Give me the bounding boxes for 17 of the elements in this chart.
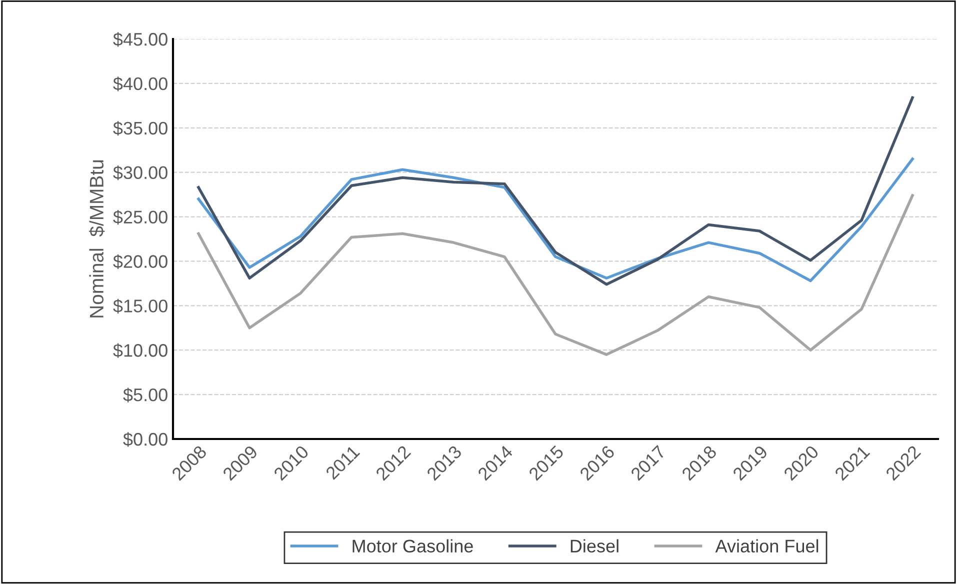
y-tick-label: $10.00: [113, 343, 168, 358]
y-axis-title: Nominal $/MMBtu: [88, 160, 105, 318]
line-series: [197, 194, 914, 356]
y-tick-label: $15.00: [113, 298, 168, 314]
y-tick-label: $30.00: [113, 166, 168, 180]
y-tick-label: $35.00: [113, 121, 168, 136]
line-series: [197, 158, 914, 282]
y-tick-label: $25.00: [113, 210, 168, 225]
y-tick-label: $45.00: [113, 32, 168, 47]
legend-label: Aviation Fuel: [715, 539, 818, 553]
y-tick-label: $5.00: [123, 388, 168, 402]
y-tick-label: $20.00: [113, 254, 168, 270]
y-tick-label: $40.00: [113, 76, 168, 92]
y-tick-label: $0.00: [123, 432, 168, 447]
line-series: [197, 96, 914, 286]
legend-label: Diesel: [570, 539, 618, 553]
legend-label: Motor Gasoline: [352, 539, 473, 553]
